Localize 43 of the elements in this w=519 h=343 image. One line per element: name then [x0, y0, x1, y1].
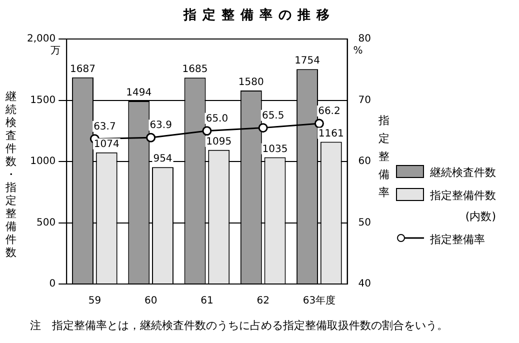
x-tick-label: 62 — [256, 296, 270, 307]
point — [314, 118, 324, 128]
data-label: 1095 — [206, 136, 232, 148]
y-tick-label: 1500 — [30, 94, 56, 106]
data-label: 1074 — [94, 139, 120, 150]
point — [146, 132, 156, 142]
y2-tick-label: 40 — [358, 278, 372, 290]
x-tick-label: 59 — [88, 296, 102, 307]
text: 万 — [50, 46, 61, 57]
text: % — [353, 46, 363, 57]
data-label: 1580 — [238, 77, 264, 88]
y-tick-label: 1000 — [30, 156, 56, 168]
y2-axis-title: 指定整備率 — [378, 113, 390, 201]
y2-tick-label: 70 — [358, 94, 372, 106]
data-label: 1685 — [182, 64, 208, 76]
data-label: 1161 — [318, 128, 344, 140]
text: 注 指定整備率とは，継続検査件数のうちに占める指定整備取扱件数の割合をいう。 — [30, 318, 448, 333]
x-tick-label: 63年度 — [302, 294, 336, 307]
point — [258, 123, 268, 133]
legend-label: 指定整備件数 (内数) — [430, 188, 496, 224]
x-tick-label: 60 — [144, 296, 158, 307]
data-label: 65.5 — [262, 110, 284, 122]
data-label: 63.7 — [94, 121, 116, 132]
data-label: 63.9 — [150, 120, 172, 132]
text: 継続検査件数・指定整備件数 — [6, 90, 16, 259]
x-tick-label: 61 — [200, 296, 214, 307]
legend-label: 指定整備率 — [430, 232, 485, 247]
y2-tick-label: 50 — [358, 217, 372, 228]
y-tick-label: 0 — [49, 278, 56, 290]
y-tick-label: 500 — [36, 217, 56, 228]
point — [202, 126, 212, 136]
y2-tick-label: 80 — [358, 34, 372, 45]
y2-tick-label: 60 — [358, 156, 372, 168]
data-label: 1754 — [294, 56, 320, 67]
chart-title: 指定整備率の推移 — [182, 6, 336, 24]
data-label: 1035 — [262, 144, 288, 155]
data-label: 1687 — [70, 64, 96, 75]
data-label: 66.2 — [318, 106, 340, 118]
data-label: 1494 — [126, 88, 152, 99]
data-label: 65.0 — [206, 113, 228, 124]
legend-label: 継続検査件数 — [430, 165, 496, 180]
y-tick-label: 2,000 — [26, 34, 56, 45]
data-label: 954 — [153, 154, 172, 165]
